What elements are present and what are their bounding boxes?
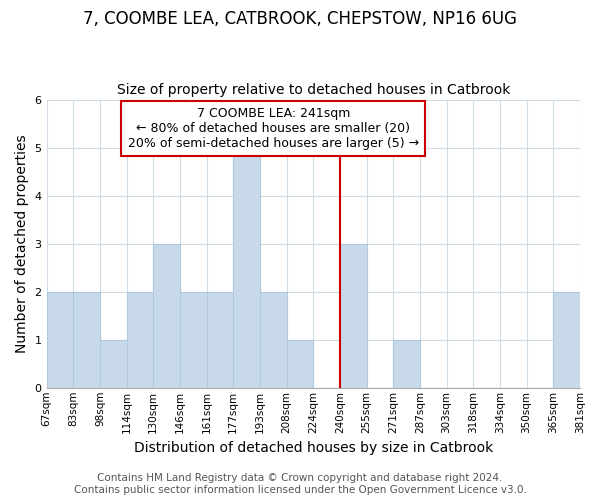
Bar — [233, 148, 260, 388]
Bar — [100, 340, 127, 388]
Text: Contains HM Land Registry data © Crown copyright and database right 2024.
Contai: Contains HM Land Registry data © Crown c… — [74, 474, 526, 495]
Bar — [73, 292, 100, 388]
Bar — [393, 340, 420, 388]
X-axis label: Distribution of detached houses by size in Catbrook: Distribution of detached houses by size … — [134, 441, 493, 455]
Bar — [206, 292, 233, 388]
Bar — [127, 292, 153, 388]
Bar — [287, 340, 313, 388]
Text: 7 COOMBE LEA: 241sqm
← 80% of detached houses are smaller (20)
20% of semi-detac: 7 COOMBE LEA: 241sqm ← 80% of detached h… — [128, 107, 419, 150]
Bar — [180, 292, 206, 388]
Bar — [260, 292, 287, 388]
Text: 7, COOMBE LEA, CATBROOK, CHEPSTOW, NP16 6UG: 7, COOMBE LEA, CATBROOK, CHEPSTOW, NP16 … — [83, 10, 517, 28]
Y-axis label: Number of detached properties: Number of detached properties — [15, 134, 29, 353]
Title: Size of property relative to detached houses in Catbrook: Size of property relative to detached ho… — [116, 83, 510, 97]
Bar — [47, 292, 73, 388]
Bar — [340, 244, 367, 388]
Bar — [553, 292, 580, 388]
Bar — [153, 244, 180, 388]
